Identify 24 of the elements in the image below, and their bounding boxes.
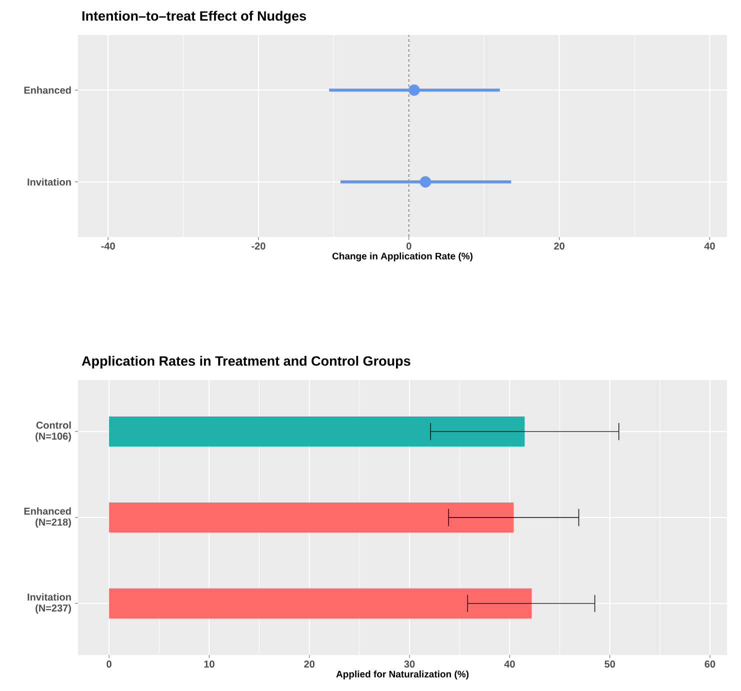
bar (109, 588, 532, 618)
y-tick-label: Enhanced (24, 86, 71, 94)
y-tick-label: Enhanced (N=218) (24, 507, 71, 528)
y-tick-label: Invitation (N=237) (28, 593, 71, 614)
x-tick-label: -20 (252, 242, 266, 250)
x-tick-label: 30 (404, 660, 415, 668)
x-tick-label: 20 (304, 660, 315, 668)
x-tick-label: 0 (106, 660, 112, 668)
x-tick-label: 20 (554, 242, 564, 250)
y-tick-label: Control (N=106) (36, 421, 71, 442)
x-tick-label: 40 (504, 660, 515, 668)
chart-title: Intention–to–treat Effect of Nudges (82, 10, 306, 24)
x-tick-label: 50 (604, 660, 615, 668)
x-tick-label: 60 (704, 660, 716, 668)
bar (109, 416, 525, 447)
x-tick-label: 0 (406, 242, 412, 250)
chart-title: Application Rates in Treatment and Control Groups (82, 356, 410, 368)
y-tick-label: Invitation (28, 178, 71, 186)
x-axis-title: Applied for Naturalization (%) (336, 670, 469, 680)
x-tick-label: -40 (101, 242, 115, 250)
x-tick-label: 40 (704, 242, 715, 250)
bar (109, 502, 514, 533)
x-axis-title: Change in Application Rate (%) (332, 252, 472, 262)
x-tick-label: 10 (204, 660, 214, 668)
